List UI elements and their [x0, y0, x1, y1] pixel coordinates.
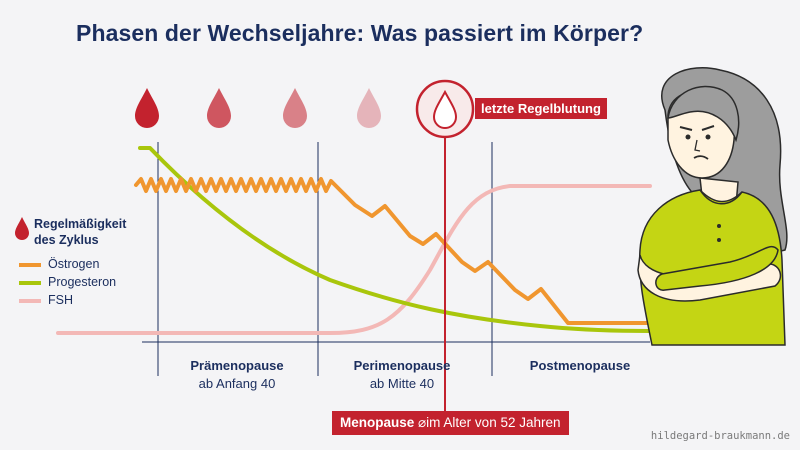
credit-text: hildegard-braukmann.de — [650, 430, 790, 442]
blood-drop-outline-icon — [432, 89, 458, 129]
phase-perimenopause-name: Perimenopause — [353, 358, 451, 373]
last-period-label: letzte Regelblutung — [475, 98, 607, 119]
menopause-label-rest: im Alter von 52 Jahren — [426, 415, 561, 430]
estrogen-curve — [134, 177, 652, 325]
phase-perimenopause-sub: ab Mitte 40 — [369, 376, 435, 391]
legend-estrogen-label: Östrogen — [48, 257, 100, 271]
blood-drop-icon — [135, 88, 159, 128]
woman-illustration — [637, 66, 788, 346]
page-title: Phasen der Wechseljahre: Was passiert im… — [76, 20, 644, 46]
legend-estrogen-swatch — [19, 263, 41, 267]
legend-progesterone-swatch — [19, 281, 41, 285]
blood-drop-icon — [357, 88, 381, 128]
legend-fsh-label: FSH — [48, 293, 73, 307]
cycle-drops — [135, 88, 381, 128]
legend-drop-icon — [15, 217, 29, 240]
legend-fsh-swatch — [19, 299, 41, 303]
phase-postmenopause-name: Postmenopause — [529, 358, 631, 373]
fsh-curve — [56, 184, 652, 335]
legend-progesterone-label: Progesteron — [48, 275, 117, 289]
phase-premenopause-sub: ab Anfang 40 — [198, 376, 276, 391]
menopause-label-bold: Menopause — [340, 415, 415, 430]
average-symbol: ⌀ — [418, 415, 427, 430]
blood-drop-icon — [283, 88, 307, 128]
phase-premenopause-name: Prämenopause — [190, 358, 284, 373]
blood-drop-icon — [207, 88, 231, 128]
legend-cycle-label: Regelmäßigkeit des Zyklus — [34, 217, 127, 247]
last-period-marker — [415, 79, 475, 139]
progesterone-curve — [138, 146, 652, 333]
menopause-label: Menopause ⌀im Alter von 52 Jahren — [332, 411, 569, 435]
